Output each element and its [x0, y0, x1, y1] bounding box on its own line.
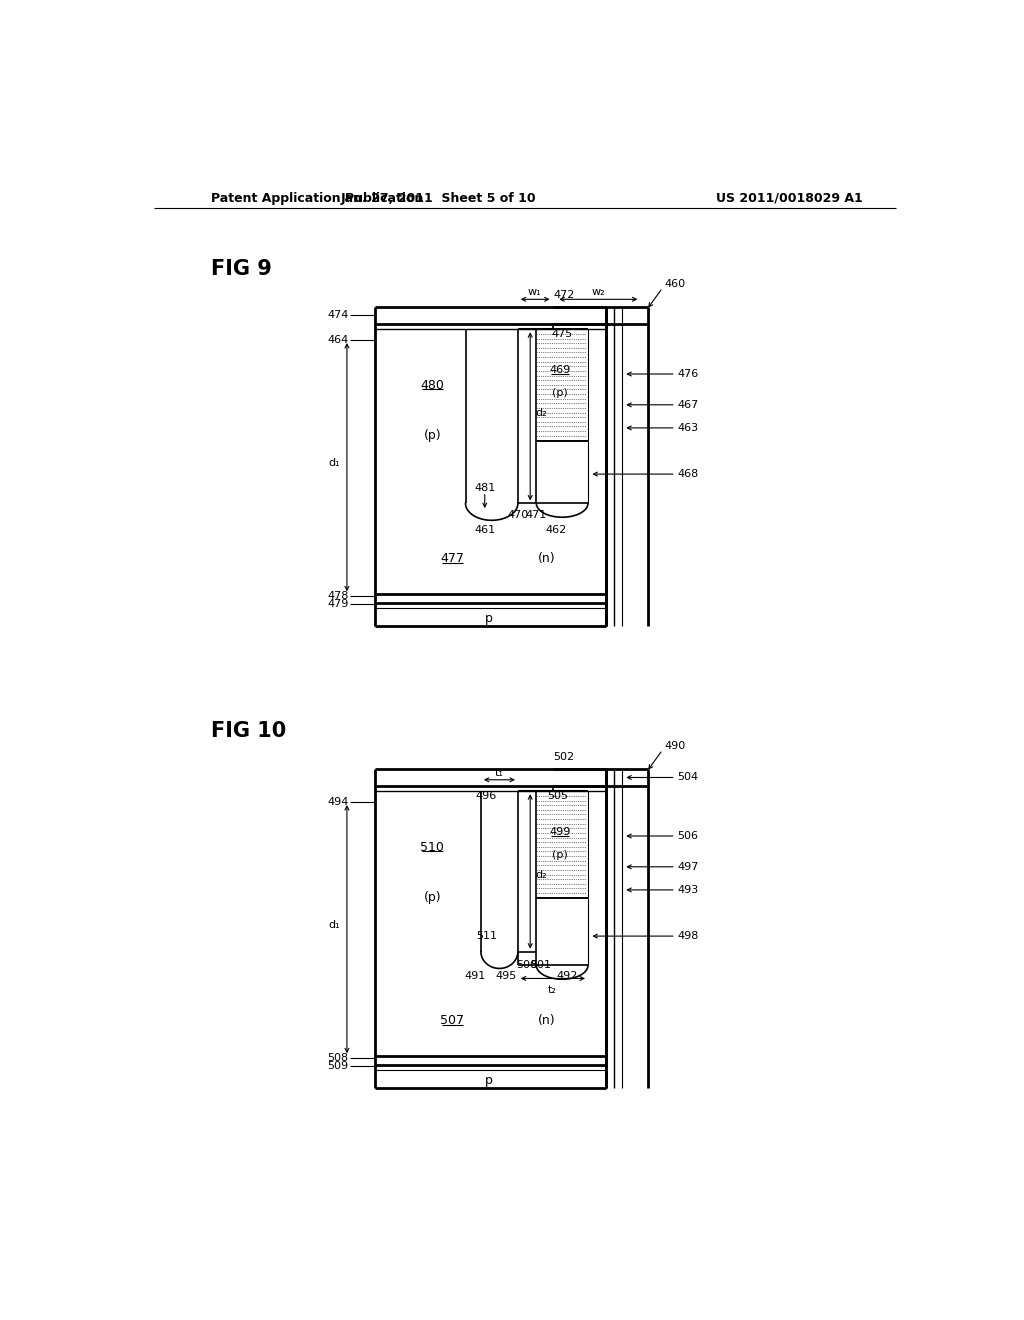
- Text: 471: 471: [525, 510, 547, 520]
- Text: (p): (p): [424, 891, 441, 904]
- Text: 494: 494: [327, 797, 348, 807]
- Text: 508: 508: [328, 1053, 348, 1063]
- Text: (n): (n): [538, 1014, 555, 1027]
- Text: 472: 472: [553, 290, 574, 301]
- Text: 500: 500: [517, 961, 538, 970]
- Text: d₁: d₁: [329, 458, 340, 467]
- Text: d₁: d₁: [329, 920, 340, 929]
- Text: 496: 496: [476, 791, 497, 801]
- Text: 501: 501: [530, 961, 552, 970]
- Text: (n): (n): [538, 552, 555, 565]
- Text: 478: 478: [327, 591, 348, 601]
- Text: FIG 10: FIG 10: [211, 721, 287, 741]
- Text: 491: 491: [465, 972, 486, 981]
- Text: 492: 492: [556, 972, 578, 981]
- Text: p: p: [484, 612, 493, 626]
- Text: t₂: t₂: [548, 985, 557, 995]
- Text: 481: 481: [474, 483, 496, 492]
- Text: 511: 511: [476, 931, 497, 941]
- Text: 499: 499: [550, 828, 571, 837]
- Text: t₁: t₁: [495, 768, 504, 777]
- Text: p: p: [484, 1074, 493, 1088]
- Text: 464: 464: [328, 335, 348, 345]
- Text: (p): (p): [552, 388, 568, 399]
- Text: 505: 505: [548, 791, 568, 801]
- Text: w₁: w₁: [528, 288, 542, 297]
- Text: 474: 474: [327, 310, 348, 321]
- Text: Patent Application Publication: Patent Application Publication: [211, 191, 424, 205]
- Text: 468: 468: [677, 469, 698, 479]
- Text: 480: 480: [421, 379, 444, 392]
- Text: 461: 461: [474, 524, 496, 535]
- Text: 510: 510: [421, 841, 444, 854]
- Text: d₂: d₂: [536, 870, 547, 879]
- Text: (p): (p): [424, 429, 441, 442]
- Text: 507: 507: [440, 1014, 465, 1027]
- Text: d₂: d₂: [536, 408, 547, 417]
- Text: 497: 497: [677, 862, 698, 871]
- Text: 477: 477: [440, 552, 464, 565]
- Text: 509: 509: [328, 1061, 348, 1072]
- Text: 470: 470: [507, 510, 528, 520]
- Text: 479: 479: [327, 599, 348, 610]
- Text: 462: 462: [546, 524, 567, 535]
- Text: 476: 476: [677, 370, 698, 379]
- Text: 502: 502: [554, 752, 574, 763]
- Text: 495: 495: [496, 972, 517, 981]
- Text: 504: 504: [677, 772, 698, 783]
- Text: FIG 9: FIG 9: [211, 259, 272, 279]
- Text: 463: 463: [677, 422, 698, 433]
- Text: 469: 469: [550, 366, 570, 375]
- Text: 493: 493: [677, 884, 698, 895]
- Text: (p): (p): [552, 850, 568, 861]
- Text: w₂: w₂: [592, 288, 605, 297]
- Text: 490: 490: [665, 741, 685, 751]
- Text: 506: 506: [677, 832, 698, 841]
- Text: 467: 467: [677, 400, 698, 409]
- Text: 498: 498: [677, 931, 698, 941]
- Text: 460: 460: [665, 279, 685, 289]
- Text: Jan. 27, 2011  Sheet 5 of 10: Jan. 27, 2011 Sheet 5 of 10: [341, 191, 537, 205]
- Text: US 2011/0018029 A1: US 2011/0018029 A1: [716, 191, 862, 205]
- Text: 475: 475: [551, 329, 572, 339]
